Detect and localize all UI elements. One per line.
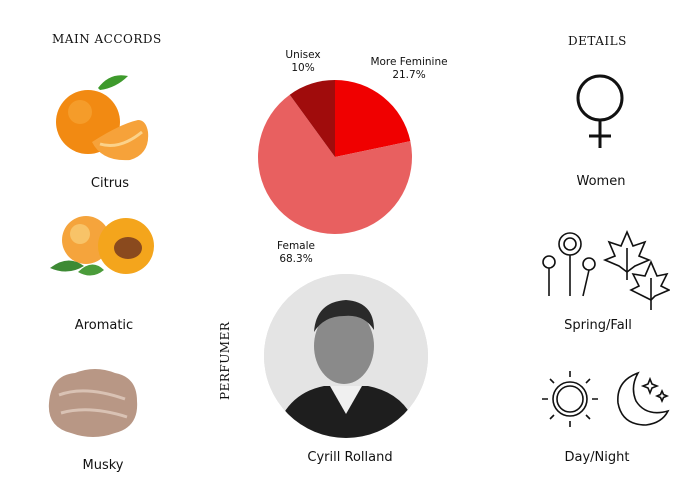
female-symbol-icon [572,72,628,152]
pie-label-female: Female 68.3% [271,240,321,266]
tangerine-icon [50,70,150,165]
pie-label-unisex-value: 10% [291,62,315,74]
pie-label-female-value: 68.3% [279,253,313,265]
pie-slice-female [258,94,412,234]
pie-label-more-feminine-value: 21.7% [392,69,426,81]
accord-label-musky: Musky [82,458,124,473]
detail-label-women: Women [576,174,626,189]
pie-label-more-feminine: More Feminine 21.7% [366,56,452,82]
detail-label-day-night: Day/Night [564,450,630,465]
pie-label-unisex-name: Unisex [285,49,321,61]
pie-label-more-feminine-name: More Feminine [370,56,448,68]
perfumer-photo [264,274,428,438]
main-accords-heading: MAIN ACCORDS [52,32,162,46]
flowers-and-leaves-icon [535,228,670,313]
musk-fiber-icon [45,365,140,440]
details-heading: DETAILS [568,34,627,48]
apricot-icon [48,210,158,285]
detail-label-spring-fall: Spring/Fall [564,318,632,333]
pie-label-unisex: Unisex 10% [278,49,328,75]
sun-and-moon-icon [538,367,673,432]
gender-pie-chart [258,80,412,234]
pie-slice-unisex [289,80,335,157]
pie-label-female-name: Female [277,240,315,252]
pie-slice-more-feminine [335,80,411,157]
accord-label-citrus: Citrus [90,176,130,191]
accord-label-aromatic: Aromatic [74,318,134,333]
perfumer-heading: PERFUMER [218,321,232,400]
perfumer-name: Cyrill Rolland [307,450,393,465]
